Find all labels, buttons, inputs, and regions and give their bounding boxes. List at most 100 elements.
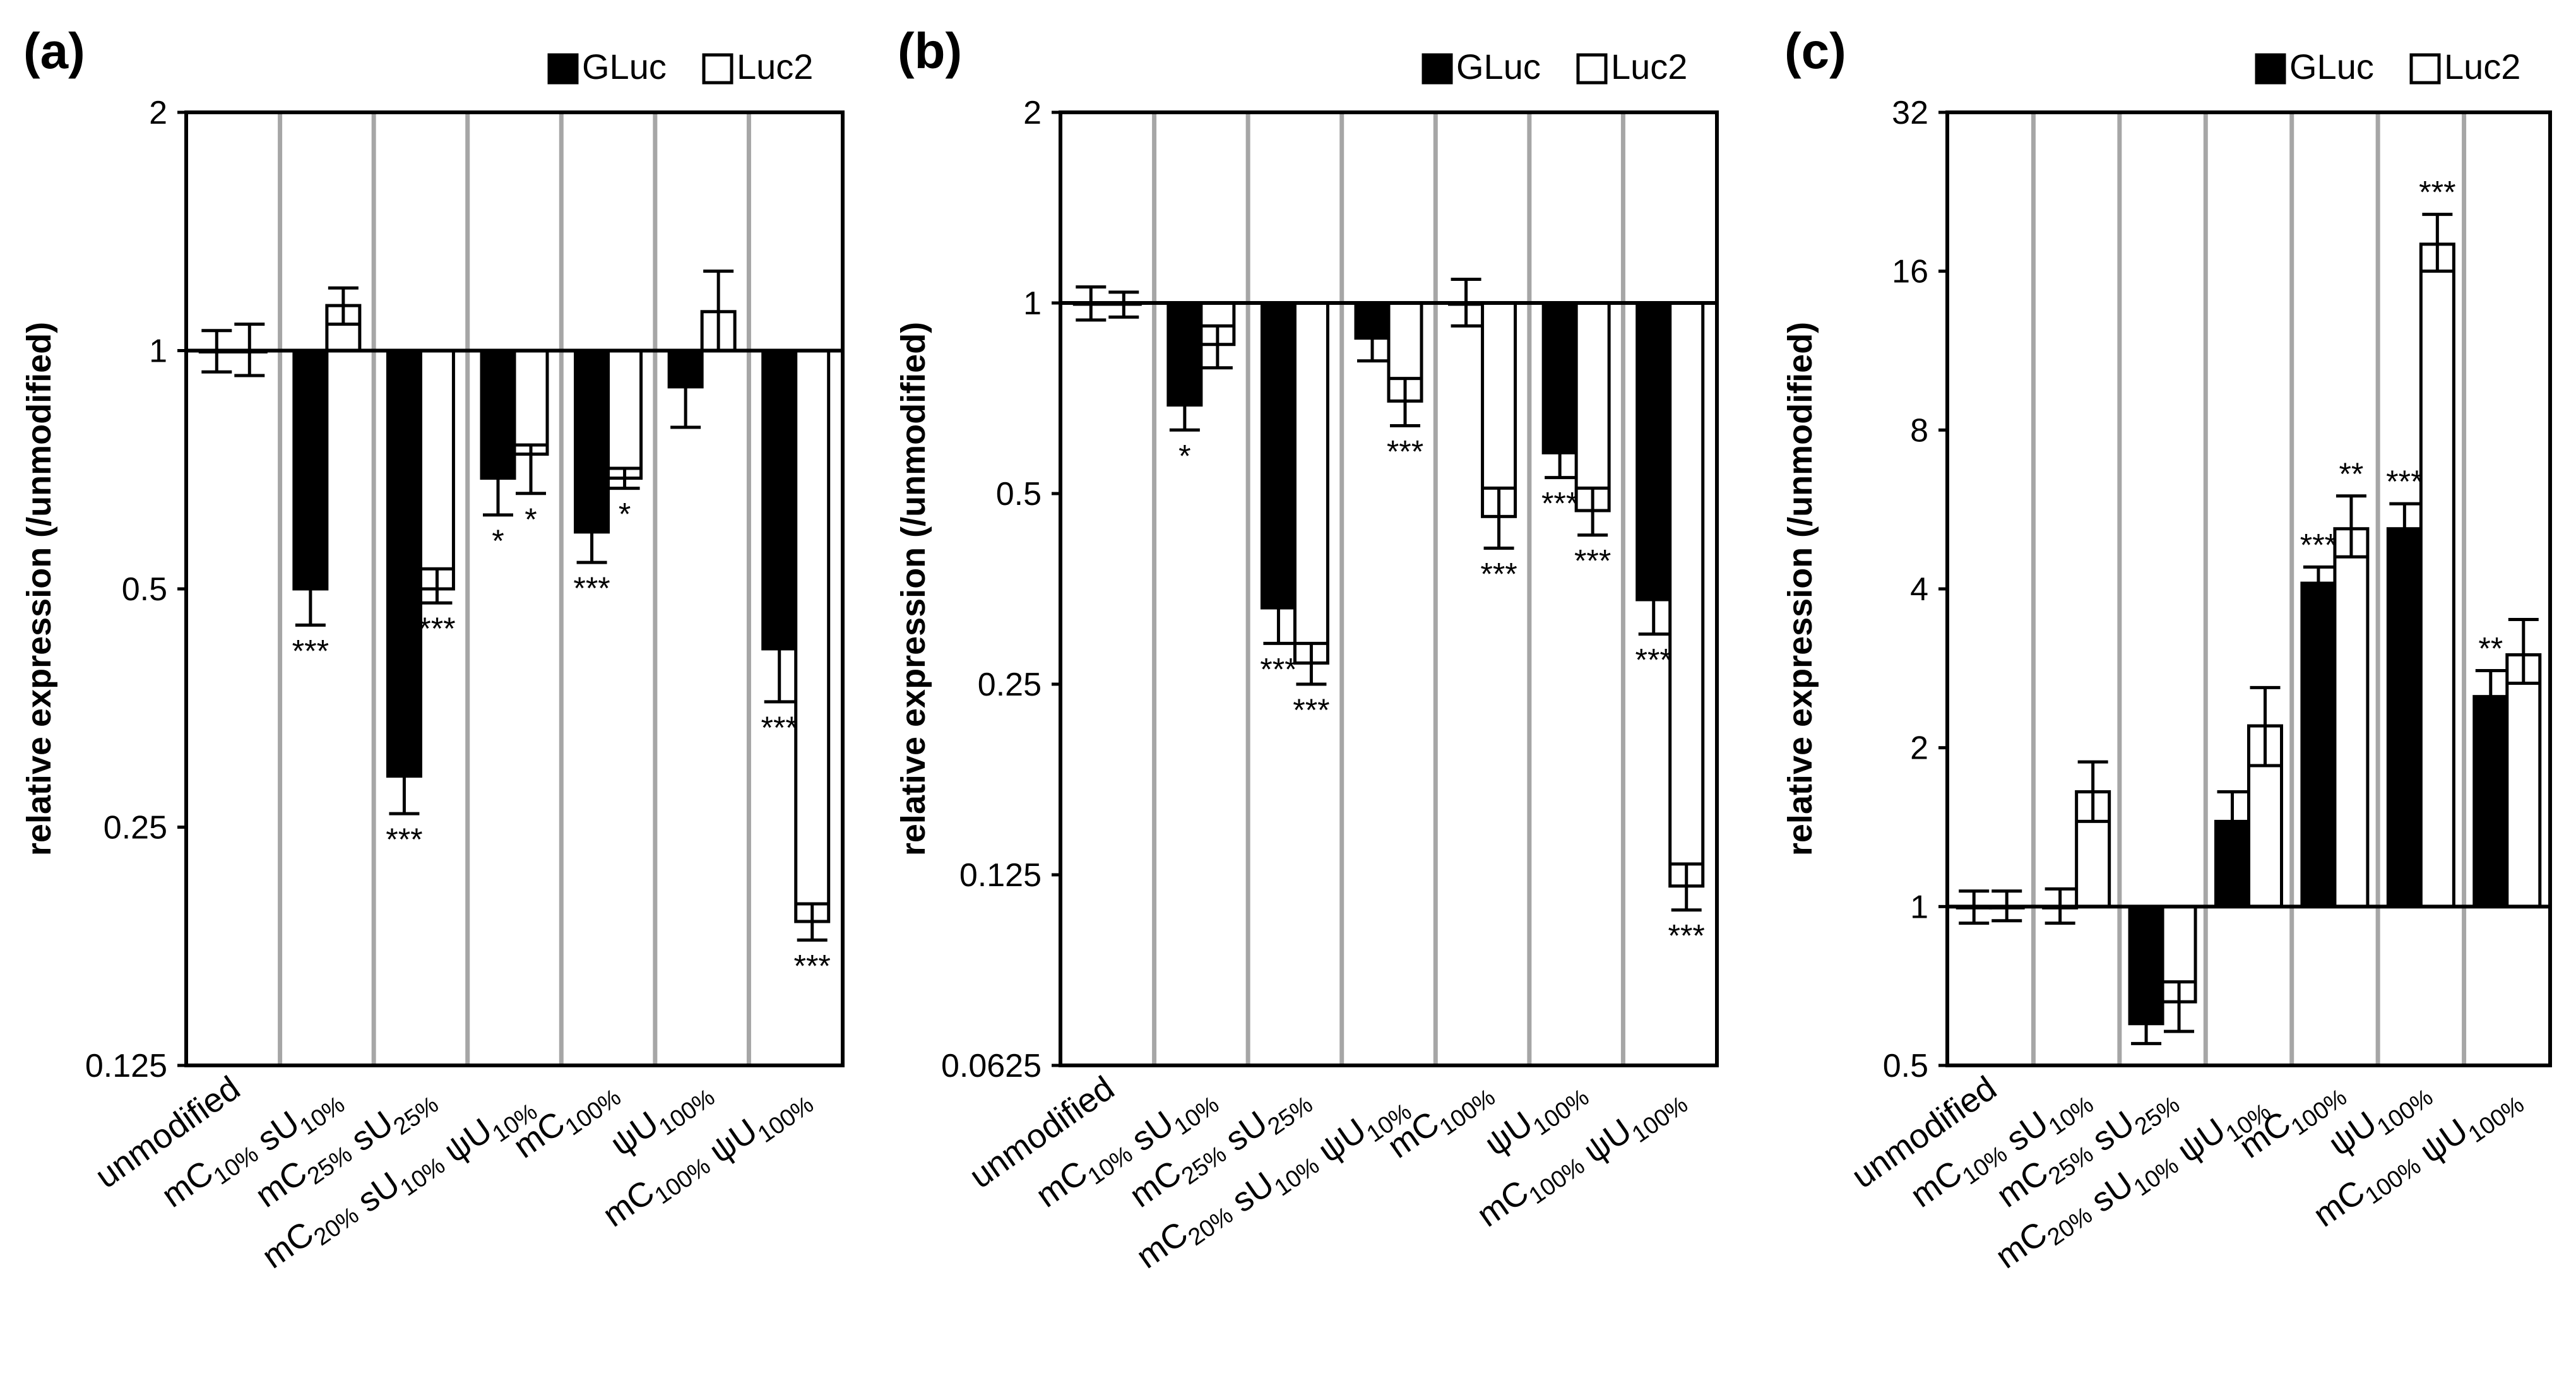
significance-marker: *** [761,710,798,745]
legend-label-gluc: GLuc [1456,47,1541,86]
y-tick-label: 32 [1892,95,1928,131]
y-tick-label: 16 [1892,254,1928,290]
bar-gluc [1635,301,1672,602]
significance-marker: *** [1635,643,1672,678]
bar-luc2 [794,349,831,923]
label-subscript: 100% [2464,1091,2529,1148]
significance-marker: ** [2339,456,2363,492]
bar-gluc [1260,301,1297,610]
label-subscript: 100% [1627,1091,1693,1148]
x-tick-label: mC10% sU10% [155,1069,350,1228]
y-tick-label: 0.125 [959,857,1042,894]
y-axis-label: relative expression (/unmodified) [894,322,932,856]
legend-label-luc2: Luc2 [1611,47,1687,86]
significance-marker: ** [2478,631,2503,667]
legend-swatch-luc2 [2409,53,2441,85]
chart-panel: 0.0625 0.125 0.25 0.5 1 2 relative expression … [894,23,1719,1276]
significance-marker: *** [1260,651,1297,687]
legend-swatch-gluc [547,53,579,85]
label-text: mC [155,1153,220,1214]
y-tick-label: 2 [1910,730,1928,767]
plot-frame [1945,110,2552,1067]
significance-marker: *** [386,822,422,857]
bar-luc2 [1574,301,1611,513]
legend-label-luc2: Luc2 [737,47,813,86]
label-text: mC [1129,1214,1194,1276]
bar-gluc [761,349,798,651]
significance-marker: *** [1293,692,1329,728]
significance-marker: * [525,502,537,537]
y-tick-label: 2 [149,95,167,131]
panel-label: (c) [1784,23,1846,79]
legend-swatch-luc2 [702,53,733,85]
label-subscript: 100% [1528,1084,1594,1141]
significance-marker: *** [2386,464,2423,499]
y-axis-label: relative expression (/unmodified) [1781,322,1819,856]
y-tick-label: 0.5 [996,476,1042,513]
significance-marker: * [619,497,631,532]
y-tick-label: 0.5 [122,571,167,608]
label-subscript: 100% [654,1084,720,1141]
y-tick-label: 1 [149,333,167,370]
significance-marker: *** [573,571,610,606]
bar-luc2 [1668,301,1705,888]
bar-luc2 [513,349,549,456]
label-text: mC [1989,1214,2054,1276]
plot-frame [1059,110,1719,1067]
legend-label-gluc: GLuc [582,47,667,86]
y-tick-label: 1 [1023,285,1042,322]
y-tick-label: 0.125 [85,1048,167,1084]
y-tick-label: 0.0625 [941,1048,1042,1084]
significance-marker: *** [292,633,329,668]
panel-label: (b) [898,23,962,79]
bar-gluc [386,349,422,778]
legend-label-luc2: Luc2 [2444,47,2520,86]
legend-swatch-luc2 [1576,53,1608,85]
y-axis-label: relative expression (/unmodified) [20,322,58,856]
bar-luc2 [2505,653,2542,908]
significance-marker: * [492,523,504,559]
significance-marker: *** [2419,175,2455,210]
bar-gluc [2386,527,2423,908]
legend-swatch-gluc [1422,53,1453,85]
x-tick-label: mC10% sU10% [1029,1069,1224,1228]
significance-marker: *** [1668,918,1705,954]
y-tick-label: 1 [1910,889,1928,925]
label-text: mC [1029,1153,1094,1214]
bar-gluc [2472,695,2509,908]
y-tick-label: 8 [1910,412,1928,449]
bar-luc2 [2333,527,2370,908]
significance-marker: * [1178,438,1190,473]
label-text: mC [2306,1173,2371,1234]
y-tick-label: 0.25 [104,810,167,846]
chart-panel: 0.5 1 2 4 8 16 32 relative expression (/unmodif… [1781,23,2552,1276]
significance-marker: *** [2300,527,2337,562]
bar-luc2 [418,349,455,591]
y-tick-label: 4 [1910,571,1928,608]
bar-gluc [1166,301,1203,407]
y-tick-label: 0.25 [978,667,1042,703]
legend-label-gluc: GLuc [2289,47,2374,86]
bar-luc2 [607,349,643,480]
panel-label: (a) [23,23,85,79]
label-text: mC [596,1173,661,1234]
y-tick-label: 0.5 [1883,1048,1928,1084]
bar-luc2 [1481,301,1517,518]
label-text: mC [255,1214,320,1276]
y-tick-label: 2 [1023,95,1042,131]
significance-marker: *** [1541,486,1578,521]
bar-luc2 [1293,301,1329,665]
significance-marker: *** [418,611,455,646]
plot-frame [184,110,845,1067]
legend-swatch-gluc [2255,53,2286,85]
label-text: mC [1470,1173,1535,1234]
chart-panel: 0.125 0.25 0.5 1 2 relative expression (/unmo… [20,23,845,1276]
significance-marker: *** [794,948,831,983]
significance-marker: *** [1387,434,1423,469]
label-subscript: 100% [753,1091,819,1148]
significance-marker: *** [1480,556,1517,591]
bar-luc2 [2419,242,2455,908]
bar-gluc [2300,581,2337,908]
significance-marker: *** [1574,543,1611,579]
